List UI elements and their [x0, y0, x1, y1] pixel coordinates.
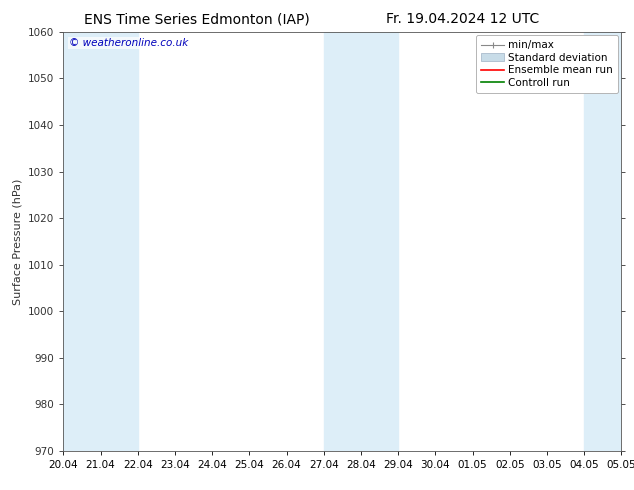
Text: Fr. 19.04.2024 12 UTC: Fr. 19.04.2024 12 UTC: [386, 12, 540, 26]
Legend: min/max, Standard deviation, Ensemble mean run, Controll run: min/max, Standard deviation, Ensemble me…: [476, 35, 618, 93]
Y-axis label: Surface Pressure (hPa): Surface Pressure (hPa): [13, 178, 23, 304]
Bar: [63, 32, 138, 451]
Bar: [324, 32, 398, 451]
Bar: [584, 32, 634, 451]
Text: © weatheronline.co.uk: © weatheronline.co.uk: [69, 38, 188, 48]
Text: ENS Time Series Edmonton (IAP): ENS Time Series Edmonton (IAP): [84, 12, 309, 26]
